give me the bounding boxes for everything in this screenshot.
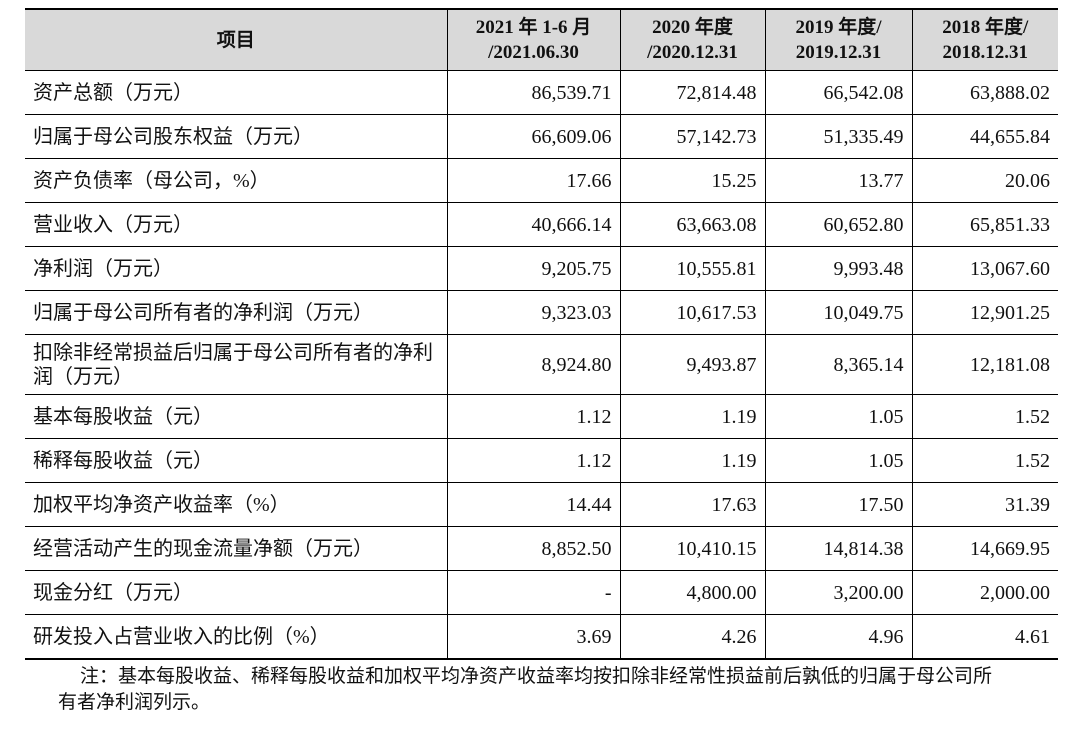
value-cell: 86,539.71 xyxy=(446,70,621,115)
value-cell: 3,200.00 xyxy=(764,570,913,615)
label-cell: 现金分红（万元） xyxy=(25,570,448,615)
value-cell: 4,800.00 xyxy=(619,570,766,615)
value-cell: 2,000.00 xyxy=(911,570,1058,615)
table-row: 资产总额（万元） 86,539.71 72,814.48 66,542.08 63,88… xyxy=(25,70,1058,115)
value-cell: 1.05 xyxy=(764,438,913,483)
table-row: 基本每股收益（元） 1.12 1.19 1.05 1.52 xyxy=(25,394,1058,439)
value-cell: 51,335.49 xyxy=(764,114,913,159)
value-cell: 44,655.84 xyxy=(911,114,1058,159)
data-table: 项目 2021 年 1-6 月 /2021.06.30 2020 年度 /2020.… xyxy=(25,8,1058,660)
value-cell: 13.77 xyxy=(764,158,913,203)
value-cell: 60,652.80 xyxy=(764,202,913,247)
label-cell: 基本每股收益（元） xyxy=(25,394,448,439)
value-cell: 57,142.73 xyxy=(619,114,766,159)
table-row: 归属于母公司股东权益（万元） 66,609.06 57,142.73 51,335.4… xyxy=(25,114,1058,159)
value-cell: 13,067.60 xyxy=(911,246,1058,291)
value-cell: 31.39 xyxy=(911,482,1058,527)
header-cell: 2021 年 1-6 月 /2021.06.30 xyxy=(446,9,621,71)
label-cell: 资产负债率（母公司，%） xyxy=(25,158,448,203)
label-cell: 净利润（万元） xyxy=(25,246,448,291)
value-cell: 66,609.06 xyxy=(446,114,621,159)
label-cell: 归属于母公司股东权益（万元） xyxy=(25,114,448,159)
value-cell: 9,323.03 xyxy=(446,290,621,335)
value-cell: 12,181.08 xyxy=(911,334,1058,395)
value-cell: 3.69 xyxy=(446,614,621,660)
header-cell: 项目 xyxy=(25,9,448,71)
table-row: 稀释每股收益（元） 1.12 1.19 1.05 1.52 xyxy=(25,438,1058,483)
header-cell: 2020 年度 /2020.12.31 xyxy=(619,9,766,71)
table-row: 研发投入占营业收入的比例（%） 3.69 4.26 4.96 4.61 xyxy=(25,614,1058,660)
label-cell: 研发投入占营业收入的比例（%） xyxy=(25,614,448,660)
value-cell: 14,814.38 xyxy=(764,526,913,571)
label-cell: 资产总额（万元） xyxy=(25,70,448,115)
table-row: 经营活动产生的现金流量净额（万元） 8,852.50 10,410.15 14,814… xyxy=(25,526,1058,571)
value-cell: 9,993.48 xyxy=(764,246,913,291)
value-cell: 9,493.87 xyxy=(619,334,766,395)
value-cell: 1.19 xyxy=(619,394,766,439)
value-cell: 1.05 xyxy=(764,394,913,439)
table-row: 归属于母公司所有者的净利润（万元） 9,323.03 10,617.53 10,049… xyxy=(25,290,1058,335)
table-body: 资产总额（万元） 86,539.71 72,814.48 66,542.08 63,88… xyxy=(25,70,1058,660)
value-cell: 63,663.08 xyxy=(619,202,766,247)
value-cell: 10,049.75 xyxy=(764,290,913,335)
label-cell: 经营活动产生的现金流量净额（万元） xyxy=(25,526,448,571)
label-cell: 营业收入（万元） xyxy=(25,202,448,247)
value-cell: 4.26 xyxy=(619,614,766,660)
value-cell: 1.52 xyxy=(911,394,1058,439)
label-cell: 扣除非经常损益后归属于母公司所有者的净利润（万元） xyxy=(25,334,448,395)
value-cell: 40,666.14 xyxy=(446,202,621,247)
table-row: 营业收入（万元） 40,666.14 63,663.08 60,652.80 65,85… xyxy=(25,202,1058,247)
value-cell: 10,617.53 xyxy=(619,290,766,335)
value-cell: 20.06 xyxy=(911,158,1058,203)
value-cell: 15.25 xyxy=(619,158,766,203)
label-cell: 归属于母公司所有者的净利润（万元） xyxy=(25,290,448,335)
value-cell: 63,888.02 xyxy=(911,70,1058,115)
value-cell: 4.96 xyxy=(764,614,913,660)
value-cell: 17.66 xyxy=(446,158,621,203)
table-row: 扣除非经常损益后归属于母公司所有者的净利润（万元） 8,924.80 9,493.8… xyxy=(25,334,1058,395)
value-cell: 8,852.50 xyxy=(446,526,621,571)
value-cell: 17.63 xyxy=(619,482,766,527)
value-cell: 8,365.14 xyxy=(764,334,913,395)
table-row: 现金分红（万元） -4,800.00 3,200.00 2,000.00 xyxy=(25,570,1058,615)
value-cell: 65,851.33 xyxy=(911,202,1058,247)
value-cell: 72,814.48 xyxy=(619,70,766,115)
value-cell: 14.44 xyxy=(446,482,621,527)
table-row: 净利润（万元） 9,205.75 10,555.81 9,993.48 13,067.6… xyxy=(25,246,1058,291)
note: 注：基本每股收益、稀释每股收益和加权平均净资产收益率均按扣除非经常性损益前后孰低… xyxy=(58,666,993,713)
value-cell: 4.61 xyxy=(911,614,1058,660)
table-row: 加权平均净资产收益率（%） 14.44 17.63 17.50 31.39 xyxy=(25,482,1058,527)
value-cell: 1.52 xyxy=(911,438,1058,483)
value-cell: 1.12 xyxy=(446,394,621,439)
value-cell: 9,205.75 xyxy=(446,246,621,291)
value-cell: 14,669.95 xyxy=(911,526,1058,571)
value-cell: 10,555.81 xyxy=(619,246,766,291)
value-cell: 10,410.15 xyxy=(619,526,766,571)
value-cell: 17.50 xyxy=(764,482,913,527)
header-cell: 2019 年度/ 2019.12.31 xyxy=(764,9,913,71)
label-cell: 加权平均净资产收益率（%） xyxy=(25,482,448,527)
value-cell: 1.12 xyxy=(446,438,621,483)
label-cell: 稀释每股收益（元） xyxy=(25,438,448,483)
header-row: 项目 2021 年 1-6 月 /2021.06.30 2020 年度 /2020.… xyxy=(25,9,1058,71)
value-cell: 8,924.80 xyxy=(446,334,621,395)
value-cell: 1.19 xyxy=(619,438,766,483)
value-cell: - xyxy=(446,570,621,615)
table-row: 资产负债率（母公司，%） 17.66 15.25 13.77 20.06 xyxy=(25,158,1058,203)
value-cell: 66,542.08 xyxy=(764,70,913,115)
header-cell: 2018 年度/ 2018.12.31 xyxy=(911,9,1058,71)
value-cell: 12,901.25 xyxy=(911,290,1058,335)
